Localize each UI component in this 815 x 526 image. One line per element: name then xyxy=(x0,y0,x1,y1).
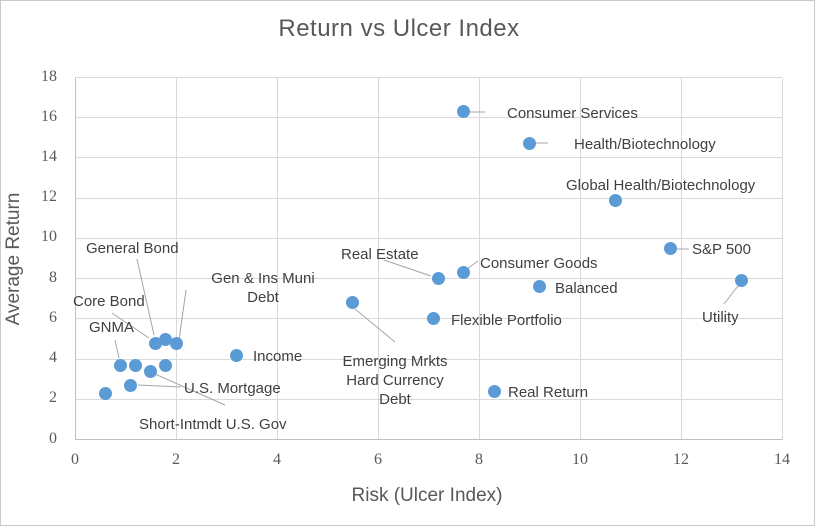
data-point-label: Real Estate xyxy=(341,246,419,263)
data-point-label: GNMA xyxy=(89,319,134,336)
data-point-label: Core Bond xyxy=(73,293,145,310)
x-axis-tick-label: 6 xyxy=(374,451,382,468)
x-axis-tick-label: 14 xyxy=(774,451,790,468)
x-axis-title: Risk (Ulcer Index) xyxy=(351,485,503,506)
data-point-label: Utility xyxy=(702,309,739,326)
data-point[interactable] xyxy=(735,274,749,288)
horizontal-gridline xyxy=(75,157,782,159)
y-axis-tick-label: 12 xyxy=(41,188,57,206)
y-axis-tick-label: 4 xyxy=(49,349,57,367)
data-point[interactable] xyxy=(533,280,547,294)
data-point-label: Income xyxy=(253,348,303,365)
data-point-label: Real Return xyxy=(508,384,589,401)
data-point-label: Health/Biotechnology xyxy=(574,136,716,153)
data-point-label: Global Health/Biotechnology xyxy=(566,177,756,194)
data-point-label: Balanced xyxy=(555,280,618,297)
data-point[interactable] xyxy=(457,266,471,280)
vertical-gridline xyxy=(781,77,783,440)
x-axis-tick-label: 0 xyxy=(71,451,79,468)
vertical-gridline xyxy=(377,77,379,440)
leader-line xyxy=(354,308,396,343)
horizontal-gridline xyxy=(75,197,782,199)
horizontal-gridline xyxy=(75,117,782,119)
data-point-label: Flexible Portfolio xyxy=(451,312,562,329)
data-point[interactable] xyxy=(432,272,446,286)
vertical-gridline xyxy=(74,77,76,440)
data-point[interactable] xyxy=(169,336,183,350)
horizontal-gridline xyxy=(75,77,782,78)
data-point[interactable] xyxy=(346,296,360,310)
y-axis-tick-label: 2 xyxy=(49,389,57,407)
data-point-label: U.S. Mortgage xyxy=(184,380,281,397)
x-axis-tick-label: 2 xyxy=(172,451,180,468)
vertical-gridline xyxy=(175,77,177,440)
data-point[interactable] xyxy=(523,137,536,151)
data-point[interactable] xyxy=(664,242,678,256)
horizontal-gridline xyxy=(75,237,782,239)
data-point[interactable] xyxy=(159,332,173,346)
data-point[interactable] xyxy=(98,386,112,400)
data-point[interactable] xyxy=(159,358,173,372)
vertical-gridline xyxy=(478,77,480,440)
y-axis-tick-label: 10 xyxy=(41,228,57,246)
y-axis-tick-label: 6 xyxy=(49,308,57,326)
data-point-label: S&P 500 xyxy=(692,241,751,258)
data-point[interactable] xyxy=(487,384,501,398)
horizontal-gridline xyxy=(75,439,782,441)
data-point-label: Gen & Ins Muni Debt xyxy=(211,270,315,306)
y-axis-tick-label: 8 xyxy=(49,268,57,286)
data-point-label: General Bond xyxy=(86,240,179,257)
data-point-label: Emerging Mrkts Hard Currency Debt xyxy=(342,353,448,408)
horizontal-gridline xyxy=(75,358,782,360)
horizontal-gridline xyxy=(75,398,782,400)
vertical-gridline xyxy=(579,77,581,440)
leader-line xyxy=(723,285,739,305)
data-point[interactable] xyxy=(608,193,622,207)
leader-line xyxy=(178,289,187,341)
data-point[interactable] xyxy=(124,378,138,392)
x-axis-tick-label: 12 xyxy=(673,451,689,468)
y-axis-tick-label: 14 xyxy=(41,147,57,165)
data-point-label: Consumer Services xyxy=(507,105,638,122)
leader-line xyxy=(154,373,226,406)
data-point[interactable] xyxy=(129,358,143,372)
data-point[interactable] xyxy=(144,364,158,378)
leader-line xyxy=(136,258,155,336)
x-axis-tick-label: 4 xyxy=(273,451,281,468)
y-axis-tick-label: 18 xyxy=(41,67,57,85)
horizontal-gridline xyxy=(75,278,782,280)
data-point[interactable] xyxy=(113,358,127,372)
x-axis-tick-label: 10 xyxy=(572,451,588,468)
vertical-gridline xyxy=(680,77,682,440)
leader-line xyxy=(137,384,182,388)
data-point[interactable] xyxy=(230,348,244,362)
vertical-gridline xyxy=(276,77,278,440)
data-point[interactable] xyxy=(149,336,163,350)
data-point-label: Short-Intmdt U.S. Gov xyxy=(139,416,287,433)
chart-title: Return vs Ulcer Index xyxy=(278,15,520,42)
y-axis-tick-label: 0 xyxy=(49,429,57,447)
y-axis-tick-label: 16 xyxy=(41,107,57,125)
data-point-label: Consumer Goods xyxy=(480,255,598,272)
leader-line xyxy=(383,259,432,277)
leader-line xyxy=(111,312,150,339)
x-axis-tick-label: 8 xyxy=(475,451,483,468)
data-point[interactable] xyxy=(457,105,471,119)
leader-line xyxy=(466,260,479,270)
data-point[interactable] xyxy=(427,312,441,326)
leader-line xyxy=(114,339,120,359)
